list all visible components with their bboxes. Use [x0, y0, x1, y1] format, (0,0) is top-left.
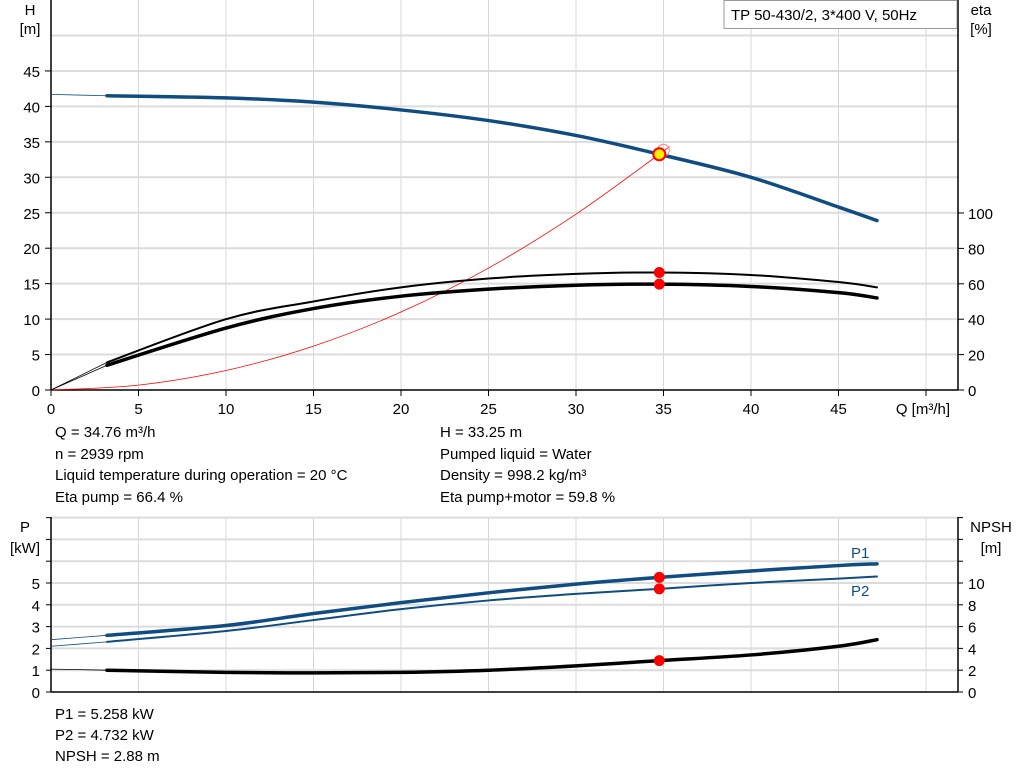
head-curve-extrapolated [50, 93, 108, 97]
info-q: Q = 34.76 m³/h [55, 424, 156, 441]
eta-pump-motor-curve [105, 282, 879, 367]
y2-tick-label: 80 [968, 241, 985, 258]
info-eta-pump-motor: Eta pump+motor = 59.8 % [440, 489, 616, 506]
eta-pump-motor-duty-point [653, 278, 665, 290]
y2-tick-label: 40 [968, 312, 985, 329]
eta-pump-motor-curve-extrapolated [50, 364, 108, 391]
info-n: n = 2939 rpm [55, 446, 144, 463]
y-tick-label: 25 [23, 206, 40, 223]
p-axis-label: P [20, 519, 30, 536]
p1-duty-point [653, 571, 665, 583]
x-tick-label: 20 [393, 401, 410, 418]
p-axis-unit: [kW] [10, 540, 40, 557]
npsh-curve [105, 637, 879, 675]
x-tick-label: 25 [480, 401, 497, 418]
x-tick-label: 5 [134, 401, 142, 418]
info-temp: Liquid temperature during operation = 20… [55, 467, 348, 484]
info-eta-pump: Eta pump = 66.4 % [55, 489, 183, 506]
head-duty-point [652, 147, 667, 162]
npsh-axis-unit: [m] [981, 540, 1002, 557]
title-box [723, 0, 958, 29]
system-curve [50, 146, 670, 391]
y-tick-label: 35 [23, 135, 40, 152]
y-axis-unit: [m] [20, 21, 41, 38]
x-tick-label: 35 [655, 401, 672, 418]
x-tick-label: 40 [743, 401, 760, 418]
npsh-duty-point [653, 655, 665, 667]
y-tick-label: 5 [32, 348, 40, 365]
p2-curve [106, 575, 878, 643]
eta-pump-curve [106, 271, 878, 364]
y2-tick-label: 0 [968, 383, 976, 400]
npsh-axis-label: NPSH [970, 519, 1012, 536]
npsh-tick-label: 4 [968, 641, 976, 658]
npsh-tick-label: 0 [968, 685, 976, 702]
y-tick-label: 40 [23, 99, 40, 116]
x-tick-label: 0 [47, 401, 55, 418]
info-p2: P2 = 4.732 kW [55, 727, 154, 744]
y-tick-label: 0 [32, 383, 40, 400]
p1-label: P1 [851, 545, 869, 562]
info-npsh: NPSH = 2.88 m [55, 748, 160, 765]
y2-tick-label: 20 [968, 348, 985, 365]
info-density: Density = 998.2 kg/m³ [440, 467, 587, 484]
y-tick-label: 45 [23, 64, 40, 81]
p1-curve [105, 562, 879, 638]
p1-curve-extrapolated [50, 634, 108, 641]
info-h: H = 33.25 m [440, 424, 523, 441]
eta-pump-duty-point [653, 266, 665, 278]
x-tick-label: 15 [305, 401, 322, 418]
y2-tick-label: 60 [968, 277, 985, 294]
title: TP 50-430/2, 3*400 V, 50Hz [731, 7, 917, 24]
y2-axis-unit: [%] [970, 21, 992, 38]
p2-duty-point [653, 583, 665, 595]
npsh-tick-label: 6 [968, 620, 976, 637]
npsh-tick-label: 2 [968, 663, 976, 680]
p-tick-label: 3 [32, 620, 40, 637]
y2-axis-label: eta [971, 2, 993, 19]
npsh-tick-label: 10 [968, 576, 985, 593]
x-tick-label: 45 [830, 401, 847, 418]
p-tick-label: 0 [32, 685, 40, 702]
p2-label: P2 [851, 583, 869, 600]
p-tick-label: 4 [32, 598, 40, 615]
x-tick-label: 30 [568, 401, 585, 418]
y2-tick-label: 100 [968, 206, 993, 223]
p2-curve-extrapolated [50, 641, 108, 647]
y-axis-label: H [25, 2, 36, 19]
p-tick-label: 2 [32, 641, 40, 658]
npsh-curve-extrapolated [50, 668, 108, 671]
y-tick-label: 20 [23, 241, 40, 258]
y-tick-label: 30 [23, 170, 40, 187]
x-tick-label: 10 [218, 401, 235, 418]
x-axis-label: Q [m³/h] [896, 401, 950, 418]
npsh-tick-label: 8 [968, 598, 976, 615]
info-liquid: Pumped liquid = Water [440, 446, 592, 463]
p-tick-label: 1 [32, 663, 40, 680]
info-p1: P1 = 5.258 kW [55, 706, 154, 723]
p-tick-label: 5 [32, 576, 40, 593]
y-tick-label: 10 [23, 312, 40, 329]
head-curve [105, 94, 879, 223]
y-tick-label: 15 [23, 277, 40, 294]
